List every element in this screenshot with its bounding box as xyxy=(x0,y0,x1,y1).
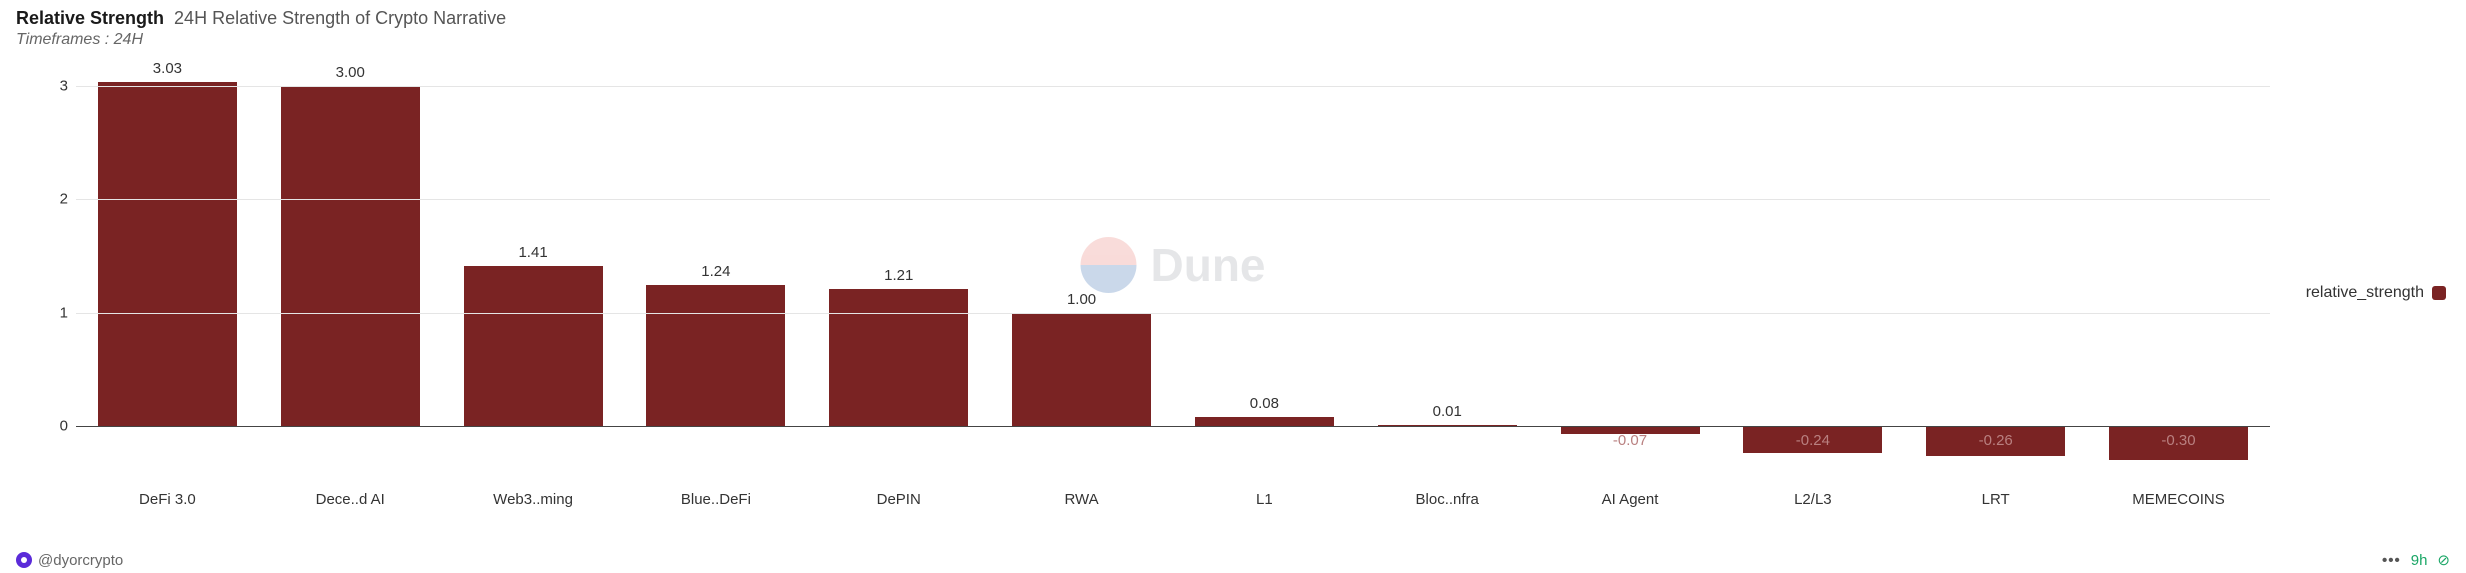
x-axis-category: L2/L3 xyxy=(1794,491,1832,508)
bar-value-label: 0.01 xyxy=(1433,403,1462,420)
legend-swatch xyxy=(2432,286,2446,300)
x-axis-category: Blue..DeFi xyxy=(681,491,751,508)
bar-value-label: 1.24 xyxy=(701,263,730,280)
bar-slot: -0.07AI Agent xyxy=(1539,63,1722,483)
y-axis-tick: 0 xyxy=(60,418,68,435)
bar-slot: 3.03DeFi 3.0 xyxy=(76,63,259,483)
bar-value-label: 1.21 xyxy=(884,267,913,284)
bar[interactable] xyxy=(98,82,237,426)
x-axis-category: RWA xyxy=(1064,491,1098,508)
legend-label: relative_strength xyxy=(2306,284,2424,302)
bar-slot: 1.00RWA xyxy=(990,63,1173,483)
bar-value-label: 3.03 xyxy=(153,60,182,77)
chart-subtitle: 24H Relative Strength of Crypto Narrativ… xyxy=(174,8,506,29)
bar-slot: 1.21DePIN xyxy=(807,63,990,483)
bar-slot: 3.00Dece..d AI xyxy=(259,63,442,483)
x-axis-category: DeFi 3.0 xyxy=(139,491,196,508)
chart-legend: relative_strength xyxy=(2280,53,2450,533)
bar-value-label: -0.26 xyxy=(1979,432,2013,449)
bar-slot: 1.24Blue..DeFi xyxy=(624,63,807,483)
bar-slot: 1.41Web3..ming xyxy=(442,63,625,483)
query-age: 9h xyxy=(2411,552,2428,569)
x-axis-category: Web3..ming xyxy=(493,491,573,508)
y-axis-tick: 2 xyxy=(60,191,68,208)
author-handle[interactable]: @dyorcrypto xyxy=(38,552,123,569)
y-axis-tick: 3 xyxy=(60,77,68,94)
bar-value-label: -0.30 xyxy=(2161,432,2195,449)
bar[interactable] xyxy=(1195,417,1334,426)
x-axis-category: Bloc..nfra xyxy=(1416,491,1479,508)
gridline xyxy=(76,86,2270,87)
bar[interactable] xyxy=(646,285,785,426)
bar[interactable] xyxy=(829,289,968,426)
y-axis-tick: 1 xyxy=(60,304,68,321)
bar-value-label: 3.00 xyxy=(336,64,365,81)
gridline xyxy=(76,199,2270,200)
bar[interactable] xyxy=(281,86,420,427)
x-axis-category: MEMECOINS xyxy=(2132,491,2225,508)
chart-area: Dune 3.03DeFi 3.03.00Dece..d AI1.41Web3.… xyxy=(16,53,2280,533)
x-axis-category: AI Agent xyxy=(1602,491,1659,508)
zero-baseline xyxy=(76,426,2270,427)
bar[interactable] xyxy=(464,266,603,426)
bar-slot: 0.08L1 xyxy=(1173,63,1356,483)
x-axis-category: L1 xyxy=(1256,491,1273,508)
x-axis-category: LRT xyxy=(1982,491,2010,508)
bar[interactable] xyxy=(1012,313,1151,427)
bar-slot: -0.30MEMECOINS xyxy=(2087,63,2270,483)
timeframes-label: Timeframes : 24H xyxy=(16,31,2450,49)
gridline xyxy=(76,313,2270,314)
bar-value-label: -0.24 xyxy=(1796,432,1830,449)
bar-slot: -0.24L2/L3 xyxy=(1721,63,1904,483)
status-check-icon: ⊘ xyxy=(2437,551,2450,569)
bar-value-label: 0.08 xyxy=(1250,395,1279,412)
bar-value-label: 1.00 xyxy=(1067,291,1096,308)
bar-slot: 0.01Bloc..nfra xyxy=(1356,63,1539,483)
chart-title: Relative Strength xyxy=(16,8,164,29)
bar-value-label: -0.07 xyxy=(1613,432,1647,449)
author-avatar-icon[interactable] xyxy=(16,552,32,568)
x-axis-category: Dece..d AI xyxy=(316,491,385,508)
bar-slot: -0.26LRT xyxy=(1904,63,2087,483)
more-menu-icon[interactable]: ••• xyxy=(2382,552,2401,569)
bar-value-label: 1.41 xyxy=(518,244,547,261)
x-axis-category: DePIN xyxy=(877,491,921,508)
